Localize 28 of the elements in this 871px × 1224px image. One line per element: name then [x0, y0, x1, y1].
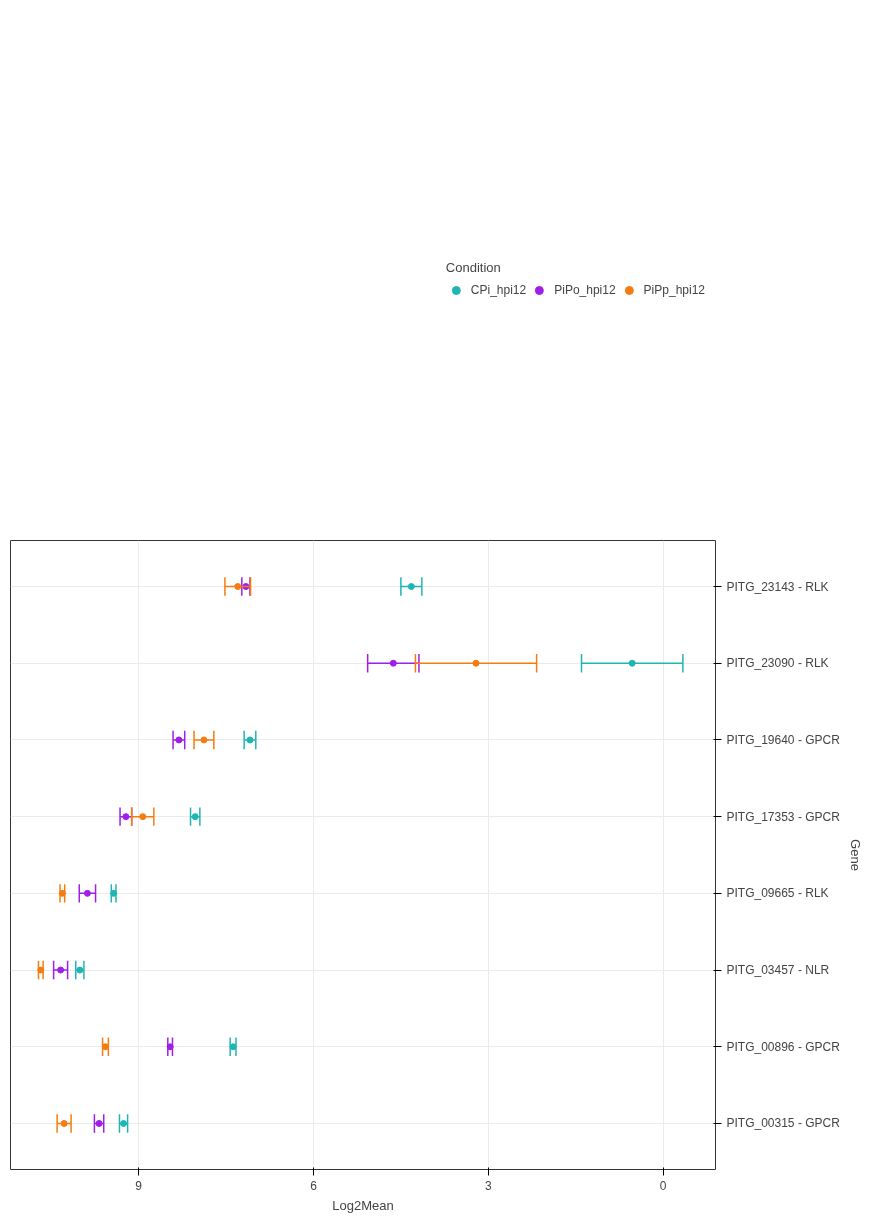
x-tick-label: 0 — [659, 1178, 667, 1193]
x-tick-label: 9 — [135, 1178, 143, 1193]
point — [234, 583, 242, 591]
point — [83, 889, 91, 897]
point — [472, 659, 480, 667]
y-axis-title: Gene — [847, 839, 863, 871]
point — [139, 813, 147, 821]
y-tick-label: PITG_09665 - RLK — [726, 886, 829, 901]
y-tick-label: PITG_23090 - RLK — [726, 656, 829, 671]
y-tick-label: PITG_00896 - GPCR — [726, 1039, 841, 1054]
point — [628, 659, 636, 667]
point — [60, 1119, 68, 1127]
y-tick-label: PITG_00315 - GPCR — [726, 1116, 841, 1131]
x-tick-label: 3 — [484, 1178, 492, 1193]
x-axis-title: Log2Mean — [332, 1197, 394, 1213]
x-tick-label: 6 — [310, 1178, 318, 1193]
y-tick-label: PITG_17353 - GPCR — [726, 809, 841, 824]
y-tick-label: PITG_03457 - NLR — [726, 963, 830, 978]
legend-label: PiPp_hpi12 — [643, 283, 705, 297]
y-tick-label: PITG_23143 - RLK — [726, 579, 829, 594]
legend-label: PiPo_hpi12 — [554, 283, 616, 297]
y-tick-label: PITG_19640 - GPCR — [726, 732, 841, 747]
point — [57, 966, 65, 974]
legend-title: Condition — [445, 260, 502, 275]
point — [200, 736, 208, 744]
legend-label: CPi_hpi12 — [470, 283, 527, 297]
point — [407, 583, 415, 591]
point — [389, 659, 397, 667]
